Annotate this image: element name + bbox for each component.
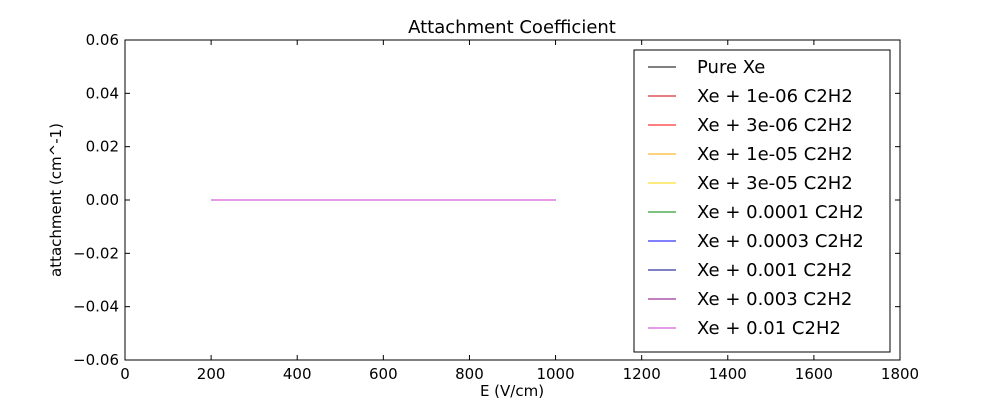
y-tick-label: 0.04 [86, 84, 119, 102]
x-tick-label: 0 [120, 365, 130, 383]
legend-label: Xe + 0.0001 C2H2 [697, 202, 864, 223]
x-tick-label: 1200 [623, 365, 661, 383]
x-tick-label: 1600 [795, 365, 833, 383]
legend: Pure Xe Xe + 1e-06 C2H2 Xe + 3e-06 C2H2 Xe … [633, 49, 891, 353]
legend-label: Xe + 1e-05 C2H2 [697, 144, 853, 165]
legend-label: Xe + 0.01 C2H2 [697, 318, 841, 339]
y-axis-ticks: −0.06 −0.04 −0.02 0.00 0.02 0.04 0.06 [73, 31, 900, 369]
x-tick-label: 200 [197, 365, 226, 383]
x-tick-label: 1800 [881, 365, 919, 383]
x-tick-label: 600 [369, 365, 398, 383]
y-tick-label: −0.04 [73, 298, 119, 316]
y-tick-label: −0.06 [73, 351, 119, 369]
x-axis-label: E (V/cm) [480, 382, 544, 400]
x-tick-label: 800 [455, 365, 484, 383]
legend-label: Xe + 3e-06 C2H2 [697, 115, 853, 136]
y-axis-label: attachment (cm^-1) [47, 123, 65, 277]
y-tick-label: 0.06 [86, 31, 119, 49]
x-tick-label: 1400 [709, 365, 747, 383]
legend-label: Pure Xe [697, 57, 765, 78]
y-tick-label: 0.02 [86, 138, 119, 156]
legend-label: Xe + 1e-06 C2H2 [697, 86, 853, 107]
legend-label: Xe + 0.0003 C2H2 [697, 231, 864, 252]
legend-label: Xe + 0.003 C2H2 [697, 289, 852, 310]
y-tick-label: 0.00 [86, 191, 119, 209]
legend-label: Xe + 0.001 C2H2 [697, 260, 852, 281]
legend-label: Xe + 3e-05 C2H2 [697, 173, 853, 194]
x-axis-ticks: 0 200 400 600 800 1000 1200 1400 1600 1800 [120, 40, 919, 383]
legend-box [633, 49, 891, 353]
chart-title: Attachment Coefficient [408, 17, 616, 38]
x-tick-label: 400 [283, 365, 312, 383]
y-tick-label: −0.02 [73, 244, 119, 262]
x-tick-label: 1000 [536, 365, 574, 383]
